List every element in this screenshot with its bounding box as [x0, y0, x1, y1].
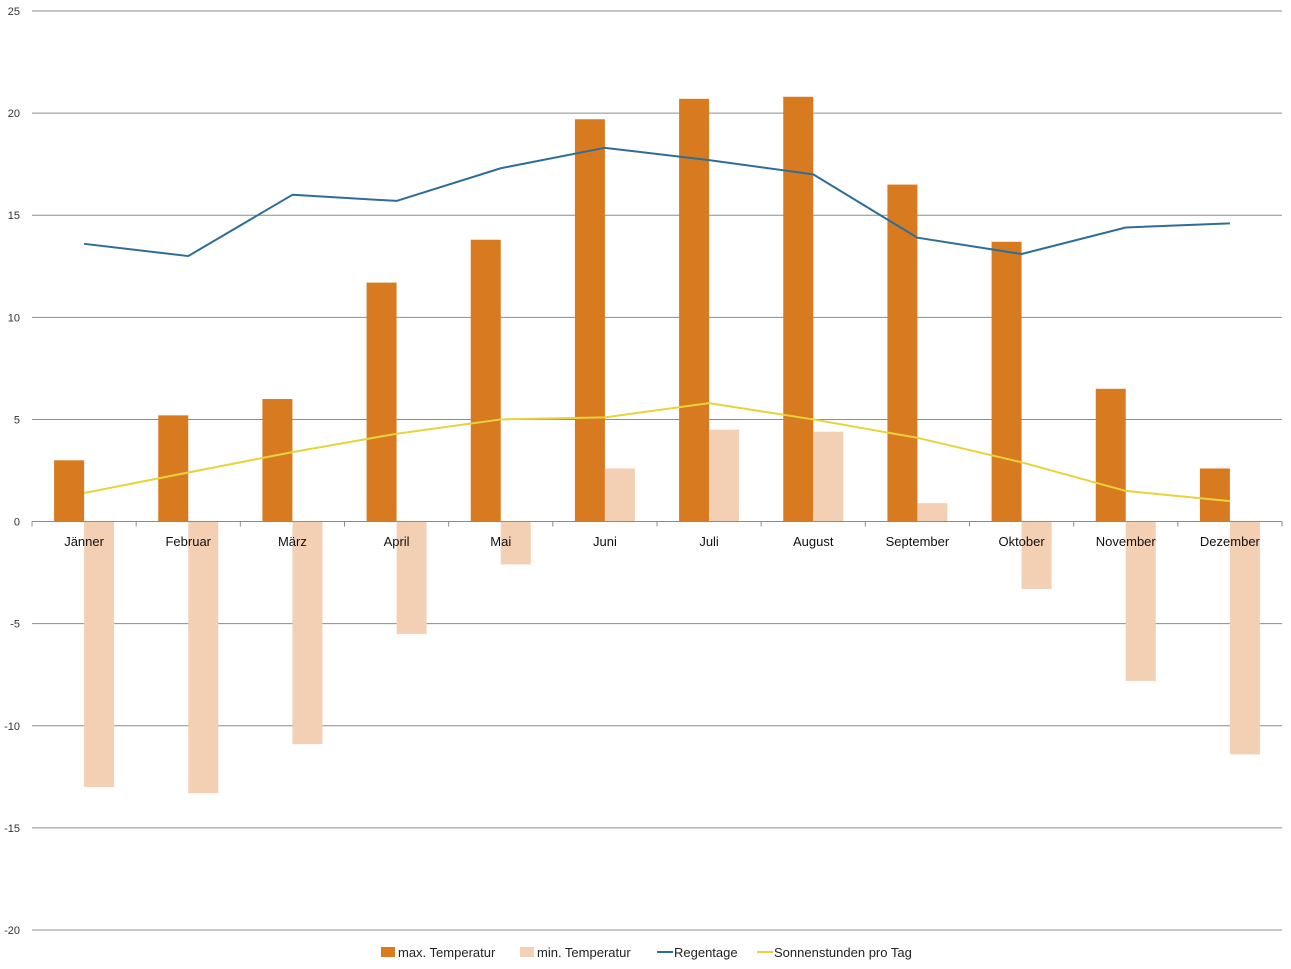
legend-label: Regentage — [674, 945, 738, 960]
bar-max-temperature — [158, 415, 189, 522]
legend-swatch — [520, 947, 534, 957]
x-tick-label: Mai — [490, 534, 511, 549]
bar-max-temperature — [574, 119, 605, 522]
bar-max-temperature — [887, 184, 918, 522]
legend: max. Temperatur min. Temperatur Regentage S… — [381, 945, 912, 960]
bar-min-temperature — [1021, 521, 1052, 589]
x-tick-label: Juni — [593, 534, 617, 549]
y-tick-label: 0 — [14, 517, 20, 529]
legend-swatch — [381, 947, 395, 957]
bar-min-temperature — [188, 521, 219, 794]
x-axis — [31, 521, 1283, 527]
y-tick-label: -20 — [4, 925, 20, 937]
bar-max-temperature — [262, 399, 293, 522]
bar-min-temperature — [500, 521, 531, 565]
x-tick-label: Oktober — [998, 534, 1045, 549]
x-tick-label: September — [886, 534, 950, 549]
line-series — [83, 146, 1231, 503]
y-tick-label: -10 — [4, 721, 20, 733]
legend-label: Sonnenstunden pro Tag — [774, 945, 912, 960]
bar-min-temperature — [813, 431, 844, 522]
legend-label: min. Temperatur — [537, 945, 631, 960]
x-tick-label: April — [384, 534, 410, 549]
bar-min-temperature — [396, 521, 427, 634]
bar-series — [54, 96, 1260, 794]
x-tick-label: Dezember — [1200, 534, 1261, 549]
bar-min-temperature — [917, 503, 948, 522]
bar-max-temperature — [366, 282, 397, 522]
line-sonnenstunden — [83, 402, 1231, 503]
x-axis-ticks: Jänner Februar März April Mai Juni Juli August S… — [64, 534, 1260, 549]
bar-min-temperature — [1229, 521, 1260, 755]
bar-min-temperature — [84, 521, 115, 788]
bar-min-temperature — [1125, 521, 1156, 681]
y-tick-label: 5 — [14, 414, 20, 426]
bar-min-temperature — [292, 521, 323, 745]
y-tick-label: 10 — [8, 312, 20, 324]
bar-max-temperature — [679, 98, 710, 522]
line-regentage — [83, 146, 1230, 258]
x-tick-label: August — [793, 534, 834, 549]
y-tick-label: 25 — [8, 6, 20, 18]
y-tick-label: -5 — [10, 619, 20, 631]
y-tick-label: 15 — [8, 210, 20, 222]
bar-max-temperature — [991, 241, 1022, 522]
x-tick-label: Februar — [165, 534, 211, 549]
y-axis-ticks: 25 20 15 10 5 0 -5 -10 -15 -20 — [4, 6, 20, 937]
x-tick-label: Jänner — [64, 534, 104, 549]
bar-min-temperature — [709, 429, 740, 522]
bar-max-temperature — [783, 96, 814, 522]
x-tick-label: November — [1096, 534, 1157, 549]
gridlines — [32, 10, 1282, 931]
y-tick-label: -15 — [4, 823, 20, 835]
bar-max-temperature — [1199, 468, 1230, 522]
legend-label: max. Temperatur — [398, 945, 496, 960]
x-tick-label: Juli — [699, 534, 719, 549]
bar-min-temperature — [604, 468, 635, 522]
bar-max-temperature — [470, 239, 501, 522]
bar-max-temperature — [54, 460, 85, 522]
x-tick-label: März — [278, 534, 307, 549]
bar-max-temperature — [1095, 388, 1126, 522]
y-tick-label: 20 — [8, 108, 20, 120]
